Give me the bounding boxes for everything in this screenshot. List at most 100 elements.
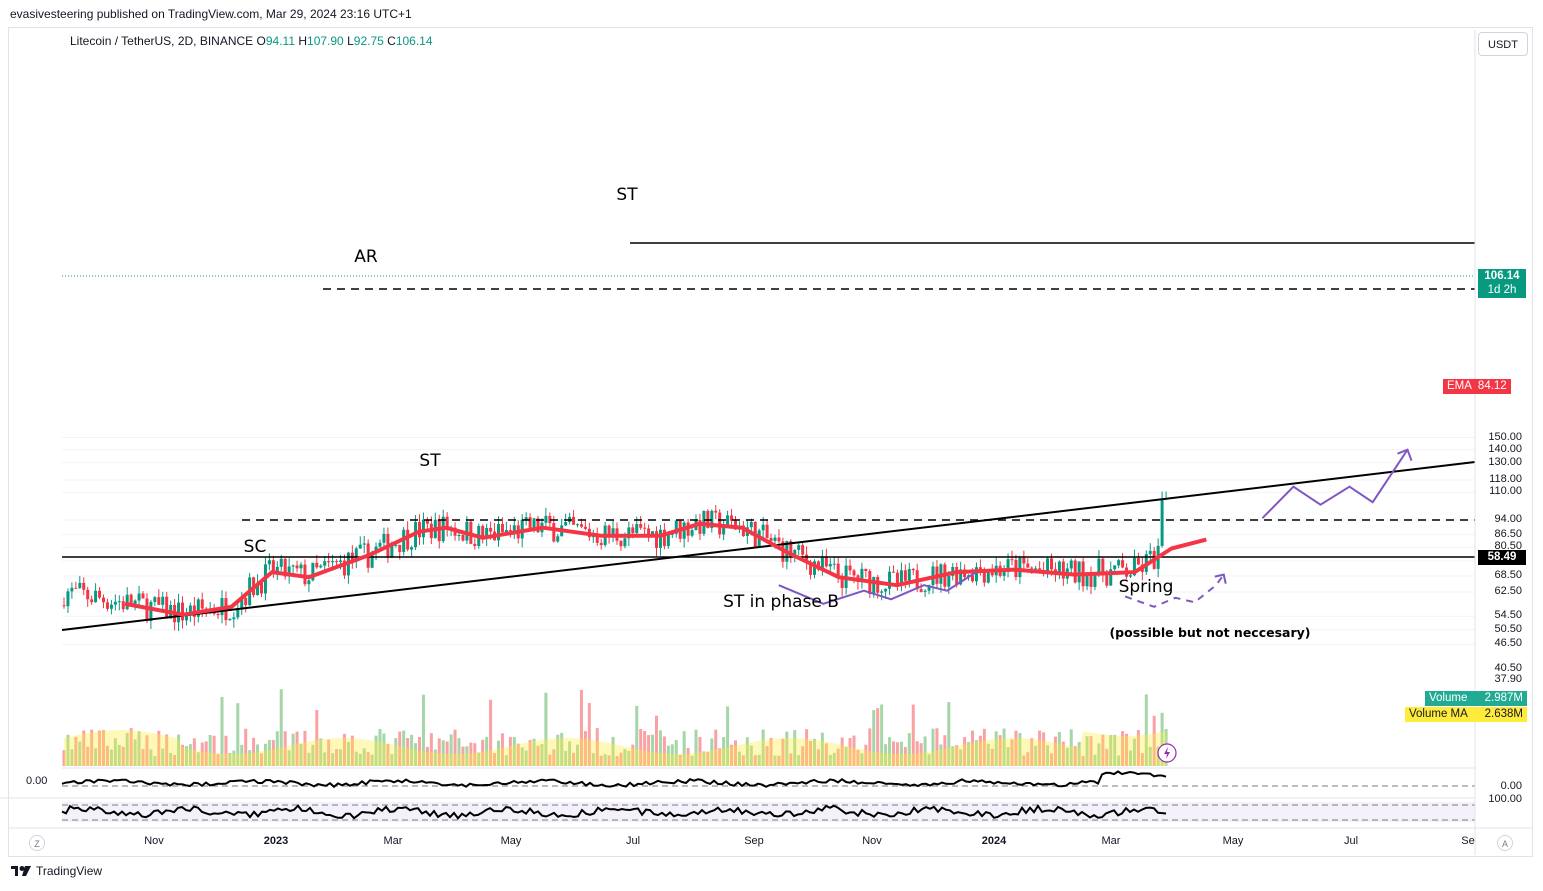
candle-body	[508, 530, 512, 532]
volume-bar	[287, 750, 291, 766]
projection-arrowhead	[1397, 448, 1413, 462]
price-axis-label: 37.90	[1494, 673, 1522, 686]
projection-path[interactable]	[1261, 449, 1409, 519]
volume-bar	[252, 737, 256, 766]
volume-bar	[500, 733, 504, 766]
phase-b-zigzag[interactable]	[778, 571, 977, 605]
volume-bar	[1042, 732, 1046, 766]
volume-bar	[1010, 739, 1014, 766]
volume-bar	[888, 737, 892, 766]
candle-body	[196, 599, 200, 617]
candle-body	[1093, 575, 1097, 587]
volume-bar	[1077, 742, 1081, 766]
brand-name: TradingView	[36, 864, 103, 878]
volume-bar	[192, 738, 196, 766]
candle-body	[236, 607, 240, 618]
volume-bar	[208, 734, 212, 766]
candle-body	[599, 542, 603, 546]
oscillator2-right-value: 100.00	[1488, 793, 1522, 805]
candle-body	[362, 543, 366, 545]
auto-scale-button[interactable]: A	[1497, 835, 1513, 851]
symbol-legend: Litecoin / TetherUS, 2D, BINANCE O94.11 …	[70, 34, 433, 48]
candle-body	[216, 613, 220, 616]
candle-body	[256, 582, 260, 596]
volume-bar	[145, 735, 149, 766]
candle-body	[809, 562, 813, 575]
volume-bar	[698, 736, 702, 766]
tradingview-logo-icon	[11, 866, 31, 876]
volume-bar	[319, 738, 323, 766]
volume-bar	[508, 736, 512, 766]
candle-body	[90, 599, 94, 603]
footer-brand[interactable]: TradingView	[10, 864, 102, 878]
oscillator-line	[61, 770, 1167, 789]
candle-body	[777, 537, 781, 542]
time-axis-label: Mar	[383, 835, 403, 847]
candle-body	[1129, 575, 1132, 577]
time-axis-label: Jul	[625, 835, 641, 847]
candle-body	[473, 543, 477, 546]
volume-bar	[386, 743, 390, 766]
volume-bar	[342, 733, 346, 766]
z-button[interactable]: Z	[29, 835, 45, 851]
candle-body	[240, 598, 244, 608]
open-label: O	[256, 34, 266, 48]
volume-bar	[216, 753, 220, 766]
candle-body	[394, 544, 398, 546]
currency-button[interactable]: USDT	[1478, 32, 1528, 56]
volume-bar	[666, 745, 670, 766]
volume-bar	[734, 740, 737, 766]
rising-trendline[interactable]	[61, 461, 1476, 631]
volume-bar	[982, 728, 986, 766]
candle-body	[1160, 498, 1164, 546]
volume-bar	[631, 744, 635, 766]
candle-body	[1010, 559, 1014, 561]
volume-bar	[1117, 755, 1121, 766]
volume-bar	[311, 744, 315, 766]
volume-bar	[564, 750, 568, 766]
candle-body	[982, 571, 986, 583]
volume-bar	[844, 746, 848, 766]
candle-body	[927, 585, 931, 591]
candle-body	[342, 560, 346, 576]
volume-bar	[907, 733, 911, 766]
volume-bar	[117, 744, 121, 766]
volume-bar	[1053, 736, 1057, 766]
volume-bar	[820, 732, 824, 766]
volume-bar	[1065, 747, 1069, 766]
candle-body	[1136, 558, 1140, 565]
volume-bar	[757, 754, 761, 766]
volume-bar	[169, 752, 173, 766]
candle-body	[86, 589, 90, 600]
volume-bar	[200, 742, 204, 766]
price-axis-label: 68.50	[1494, 568, 1522, 581]
volume-bar	[82, 730, 86, 766]
volume-bar	[141, 749, 145, 766]
volume-bar	[382, 733, 386, 766]
symbol-name[interactable]: Litecoin / TetherUS, 2D, BINANCE	[70, 34, 254, 48]
candle-body	[852, 570, 856, 576]
candle-body	[181, 602, 184, 621]
volume-bar	[184, 746, 188, 766]
volume-bar	[493, 753, 497, 766]
candle-body	[765, 524, 769, 538]
volume-bar	[805, 729, 809, 766]
candle-body	[232, 617, 236, 620]
candle-body	[370, 552, 374, 568]
candle-body	[161, 596, 165, 605]
volume-bar	[816, 749, 820, 766]
candle-body	[572, 516, 576, 525]
candle-body	[82, 582, 86, 590]
volume-bar	[848, 738, 852, 766]
candle-body	[773, 537, 777, 541]
candle-body	[141, 593, 145, 599]
volume-value: 2.987M	[1484, 692, 1523, 704]
candle-body	[564, 522, 568, 526]
label-st-phase-b: ST in phase B	[723, 592, 839, 612]
candle-body	[682, 522, 686, 539]
volume-bar	[931, 728, 935, 766]
candle-body	[485, 527, 489, 539]
volume-bar	[1014, 730, 1018, 766]
candle-body	[74, 587, 78, 589]
